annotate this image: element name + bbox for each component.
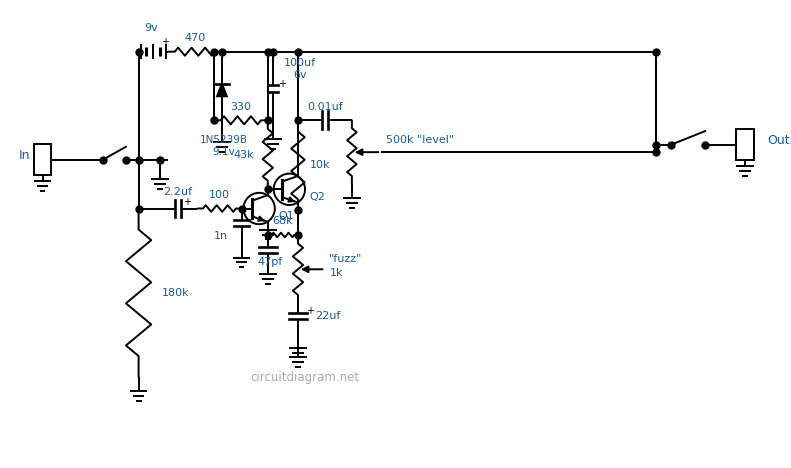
Text: +: +: [278, 79, 286, 88]
Text: 1n: 1n: [214, 231, 228, 241]
Text: 1N5239B: 1N5239B: [200, 135, 248, 145]
Text: 500k "level": 500k "level": [386, 135, 454, 146]
Text: +: +: [183, 197, 191, 207]
Text: 2.2uf: 2.2uf: [163, 187, 192, 197]
Text: 22uf: 22uf: [315, 311, 340, 322]
Text: 330: 330: [230, 102, 252, 111]
Text: 9.1v: 9.1v: [213, 146, 235, 157]
Text: 0.01uf: 0.01uf: [308, 102, 343, 111]
Text: 47pf: 47pf: [257, 257, 282, 267]
Bar: [34, 144, 51, 175]
Text: 10k: 10k: [310, 161, 330, 170]
Text: 68k: 68k: [273, 216, 293, 226]
Text: 43k: 43k: [233, 150, 254, 160]
Text: Out: Out: [766, 134, 789, 147]
Text: Q2: Q2: [309, 192, 325, 202]
Text: +: +: [161, 37, 169, 47]
Polygon shape: [217, 84, 227, 96]
Text: circuitdiagram.net: circuitdiagram.net: [251, 371, 360, 384]
Text: Q1: Q1: [278, 212, 294, 221]
Text: 100uf: 100uf: [284, 58, 316, 68]
Text: 9v: 9v: [145, 23, 158, 33]
Text: 100: 100: [209, 190, 230, 200]
Text: 180k: 180k: [162, 288, 190, 298]
Bar: [736, 129, 754, 161]
Text: 6v: 6v: [293, 70, 307, 80]
Text: 470: 470: [184, 33, 206, 43]
Text: 1k: 1k: [329, 268, 343, 278]
Text: "fuzz": "fuzz": [329, 255, 363, 264]
Text: In: In: [19, 149, 31, 162]
Text: +: +: [306, 307, 314, 316]
